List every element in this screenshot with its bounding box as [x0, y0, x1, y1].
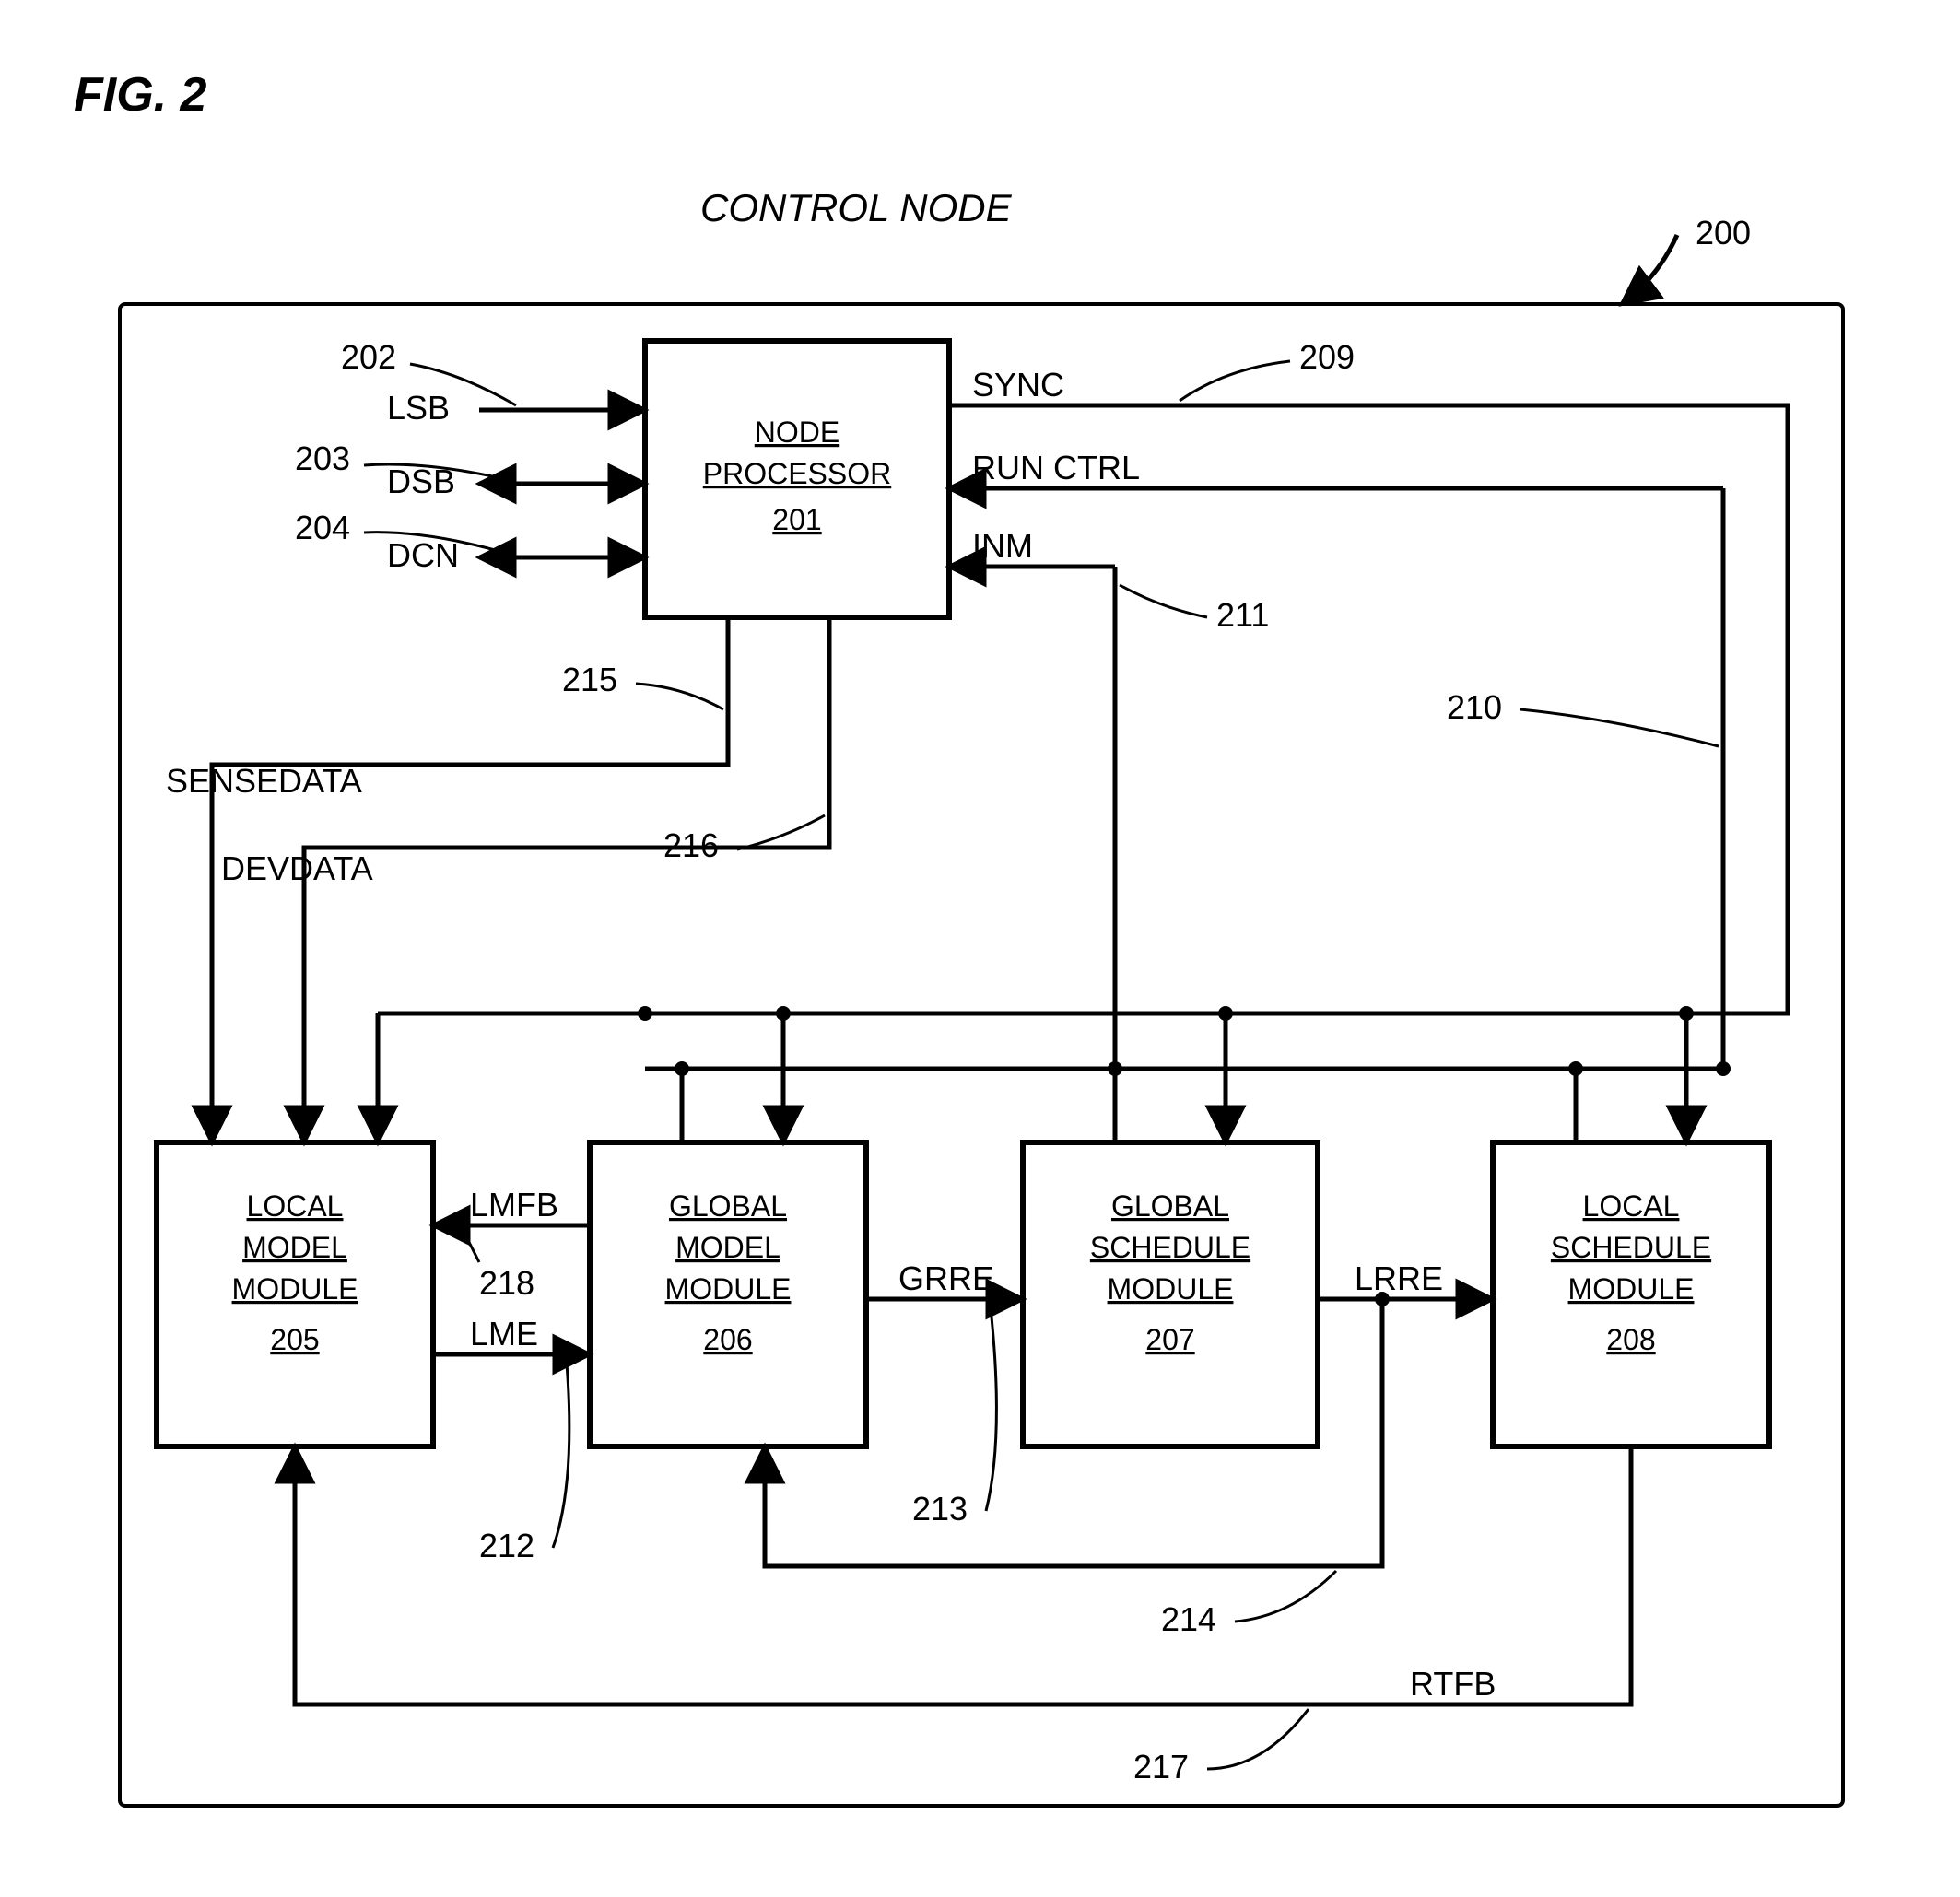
figure-pointer: 200: [1622, 214, 1751, 304]
svg-text:MODEL: MODEL: [242, 1231, 347, 1264]
svg-text:PROCESSOR: PROCESSOR: [703, 457, 891, 490]
svg-text:LOCAL: LOCAL: [1583, 1189, 1680, 1223]
svg-text:203: 203: [295, 439, 350, 477]
svg-text:218: 218: [479, 1264, 534, 1302]
svg-text:DCN: DCN: [387, 536, 459, 574]
lmfb-signal: LMFB 218: [433, 1186, 590, 1302]
svg-text:201: 201: [772, 503, 821, 536]
local-schedule-module: LOCAL SCHEDULE MODULE 208: [1493, 1142, 1769, 1446]
svg-text:212: 212: [479, 1527, 534, 1564]
svg-text:SYNC: SYNC: [972, 366, 1064, 404]
svg-text:214: 214: [1161, 1600, 1216, 1638]
svg-text:LSB: LSB: [387, 389, 450, 427]
figure-subtitle: CONTROL NODE: [700, 186, 1013, 229]
svg-text:SCHEDULE: SCHEDULE: [1551, 1231, 1711, 1264]
lsb-signal: LSB 202: [341, 338, 645, 427]
svg-text:MODULE: MODULE: [232, 1272, 358, 1306]
dsb-signal: DSB 203: [295, 439, 645, 500]
svg-text:MODULE: MODULE: [665, 1272, 792, 1306]
svg-text:207: 207: [1145, 1323, 1194, 1356]
svg-text:LMFB: LMFB: [470, 1186, 558, 1224]
svg-text:LOCAL: LOCAL: [247, 1189, 344, 1223]
svg-text:GRRE: GRRE: [898, 1259, 994, 1297]
devdata-signal: DEVDATA 216: [221, 617, 829, 1142]
svg-text:202: 202: [341, 338, 396, 376]
svg-text:LME: LME: [470, 1315, 538, 1352]
global-schedule-module: GLOBAL SCHEDULE MODULE 207: [1023, 1142, 1318, 1446]
svg-text:206: 206: [703, 1323, 752, 1356]
svg-text:211: 211: [1216, 596, 1269, 634]
svg-text:213: 213: [912, 1490, 968, 1528]
svg-text:NODE: NODE: [755, 416, 839, 449]
svg-text:RUN CTRL: RUN CTRL: [972, 449, 1140, 486]
svg-text:216: 216: [663, 826, 719, 864]
svg-text:215: 215: [562, 661, 617, 698]
svg-text:209: 209: [1299, 338, 1355, 376]
svg-text:217: 217: [1133, 1748, 1189, 1786]
svg-text:204: 204: [295, 509, 350, 546]
svg-text:SCHEDULE: SCHEDULE: [1090, 1231, 1250, 1264]
dcn-signal: DCN 204: [295, 509, 645, 574]
svg-text:208: 208: [1606, 1323, 1655, 1356]
grre-signal: GRRE 213: [866, 1259, 1023, 1528]
svg-text:SENSEDATA: SENSEDATA: [166, 762, 362, 800]
diagram-canvas: FIG. 2 CONTROL NODE 200 NODE PROCESSOR 2…: [0, 0, 1960, 1897]
inm-signal: INM 211: [949, 527, 1269, 1069]
svg-text:MODULE: MODULE: [1108, 1272, 1234, 1306]
local-model-module: LOCAL MODEL MODULE 205: [157, 1142, 433, 1446]
svg-text:LRRE: LRRE: [1355, 1259, 1443, 1297]
global-model-module: GLOBAL MODEL MODULE 206: [590, 1142, 866, 1446]
node-processor-module: NODE PROCESSOR 201: [645, 341, 949, 617]
figure-pointer-ref: 200: [1696, 214, 1751, 252]
svg-text:RTFB: RTFB: [1410, 1665, 1496, 1703]
svg-text:MODULE: MODULE: [1568, 1272, 1695, 1306]
svg-text:MODEL: MODEL: [675, 1231, 780, 1264]
figure-title: FIG. 2: [74, 68, 207, 122]
svg-text:205: 205: [270, 1323, 319, 1356]
svg-text:GLOBAL: GLOBAL: [669, 1189, 787, 1223]
lme-signal: LME 212: [433, 1315, 590, 1564]
svg-text:INM: INM: [972, 527, 1033, 565]
svg-text:210: 210: [1447, 688, 1502, 726]
svg-text:DEVDATA: DEVDATA: [221, 849, 373, 887]
svg-text:GLOBAL: GLOBAL: [1111, 1189, 1229, 1223]
